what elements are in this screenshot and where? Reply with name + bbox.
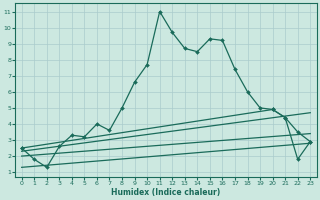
- X-axis label: Humidex (Indice chaleur): Humidex (Indice chaleur): [111, 188, 220, 197]
